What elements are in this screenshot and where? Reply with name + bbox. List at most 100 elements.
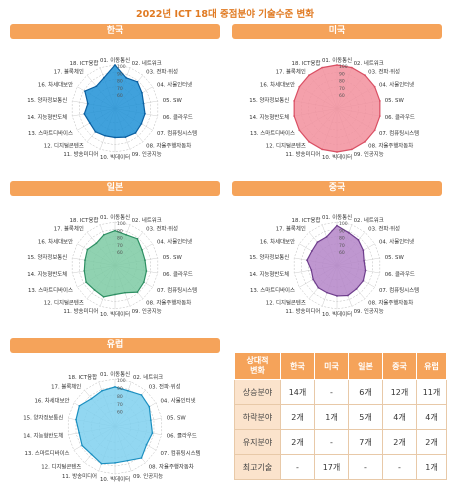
radar-category-label: 07. 컴퓨팅시스템 — [157, 286, 197, 294]
radar-category-label: 13. 스마트디바이스 — [25, 449, 70, 457]
radar-tick-label: 80 — [339, 79, 345, 85]
radar-category-label: 10. 빅데이터 — [100, 475, 130, 483]
radar-category-label: 11. 방송미디어 — [63, 150, 98, 158]
radar-data-point — [114, 462, 116, 464]
radar-category-label: 06. 클라우드 — [163, 113, 193, 121]
radar-data-point — [86, 248, 89, 251]
radar-title-europe: 유럽 — [10, 338, 220, 353]
radar-tick-label: 60 — [339, 93, 345, 99]
radar-category-label: 05. SW — [167, 415, 187, 421]
radar-data-point — [310, 269, 313, 271]
change-summary-table: 상대적 변화 한국 미국 일본 중국 유럽 상승분야 14개 - 6개 12개 … — [234, 352, 447, 480]
radar-data-point — [83, 113, 86, 115]
radar-data-point — [336, 224, 338, 227]
radar-category-label: 10. 빅데이터 — [322, 153, 352, 161]
radar-category-label: 12. 디지털콘텐츠 — [266, 142, 306, 150]
radar-tick-label: 60 — [117, 410, 123, 416]
radar-category-label: 04. 사물인터넷 — [379, 237, 414, 245]
table-row: 유지분야 2개 - 7개 2개 2개 — [234, 429, 447, 455]
radar-data-point — [93, 289, 96, 291]
radar-data-point — [136, 237, 139, 240]
radar-data-point — [378, 115, 381, 117]
radar-data-point — [88, 122, 91, 124]
table-cell: - — [348, 454, 383, 480]
table-cell: 2개 — [280, 404, 315, 430]
table-row-header: 유지분야 — [234, 429, 281, 455]
radar-category-label: 03. 전파·위성 — [146, 224, 178, 232]
radar-data-point — [83, 270, 86, 272]
radar-data-point — [125, 76, 128, 79]
radar-category-label: 09. 인공지능 — [132, 307, 162, 315]
radar-category-label: 02. 네트워크 — [132, 59, 162, 67]
radar-tick-label: 100 — [117, 64, 126, 70]
radar-category-label: 09. 인공지능 — [354, 150, 384, 158]
table-cell: 1개 — [416, 454, 447, 480]
radar-data-point — [298, 85, 301, 88]
radar-panel-japan: 일본 60 70 80 90 100 01. 이동통신 02. 네트워크 03. 전파·위성 0… — [10, 181, 220, 331]
radar-data-point — [144, 112, 146, 115]
radar-category-label: 15. 양자정보통신 — [27, 96, 67, 104]
radar-category-label: 18. ICT융합 — [70, 59, 99, 67]
radar-tick-label: 100 — [117, 378, 126, 384]
radar-data-point — [90, 397, 93, 400]
radar-category-label: 09. 인공지능 — [354, 307, 384, 315]
radar-category-label: 02. 네트워크 — [354, 216, 384, 224]
table-cell: - — [314, 379, 349, 405]
radar-series-area — [75, 386, 154, 465]
radar-category-label: 09. 인공지능 — [133, 472, 163, 480]
radar-data-point — [325, 235, 328, 238]
radar-data-point — [85, 281, 88, 284]
radar-tick-label: 90 — [117, 386, 123, 392]
radar-category-label: 01. 이동통신 — [322, 213, 352, 221]
radar-tick-label: 70 — [117, 86, 123, 92]
radar-category-label: 02. 네트워크 — [133, 373, 163, 381]
radar-tick-label: 70 — [339, 86, 345, 92]
radar-data-point — [306, 259, 308, 262]
radar-category-label: 05. SW — [163, 98, 183, 104]
radar-category-label: 05. SW — [385, 98, 405, 104]
radar-data-point — [136, 80, 139, 83]
radar-category-label: 17. 블록체인 — [54, 224, 84, 232]
radar-tick-label: 70 — [339, 243, 345, 249]
radar-data-point — [373, 129, 376, 132]
radar-category-label: 08. 자율주행자동차 — [149, 463, 194, 471]
radar-category-label: 15. 양자정보통신 — [23, 413, 63, 421]
radar-data-point — [114, 293, 116, 296]
radar-data-point — [312, 278, 315, 281]
table-cell: 4개 — [416, 404, 447, 430]
radar-tick-label: 90 — [339, 228, 345, 234]
radar-data-point — [75, 418, 77, 421]
radar-category-label: 08. 자율주행자동차 — [368, 299, 413, 307]
radar-data-point — [142, 102, 145, 105]
table-cell: 5개 — [348, 404, 383, 430]
radar-data-point — [141, 249, 143, 251]
radar-data-point — [373, 85, 376, 88]
radar-series-area — [83, 64, 146, 139]
radar-data-point — [114, 136, 116, 139]
radar-category-label: 13. 스마트디바이스 — [250, 129, 295, 137]
table-cell: - — [314, 429, 349, 455]
radar-data-point — [148, 405, 151, 408]
radar-data-point — [149, 419, 152, 422]
radar-category-label: 04. 사물인터넷 — [160, 396, 195, 404]
radar-category-label: 09. 인공지능 — [132, 150, 162, 158]
table-header-cell: 중국 — [382, 352, 417, 380]
radar-data-point — [316, 241, 319, 244]
table-cell: 14개 — [280, 379, 315, 405]
page-title: 2022년 ICT 18대 중점분야 기술수준 변화 — [135, 9, 315, 20]
table-header-row: 상대적 변화 한국 미국 일본 중국 유럽 — [234, 352, 447, 380]
radar-data-point — [293, 115, 296, 117]
table-header-cell: 상대적 변화 — [234, 352, 281, 380]
radar-category-label: 11. 방송미디어 — [62, 472, 97, 480]
radar-category-label: 12. 디지털콘텐츠 — [44, 142, 84, 150]
radar-category-label: 17. 블록체인 — [51, 382, 81, 390]
radar-data-point — [144, 259, 146, 262]
radar-category-label: 13. 스마트디바이스 — [28, 286, 73, 294]
radar-category-label: 01. 이동통신 — [322, 56, 352, 64]
radar-category-label: 12. 디지털콘텐츠 — [44, 299, 84, 307]
radar-category-label: 04. 사물인터넷 — [157, 80, 192, 88]
radar-data-point — [363, 259, 366, 262]
radar-data-point — [362, 279, 365, 282]
radar-data-point — [95, 242, 98, 245]
